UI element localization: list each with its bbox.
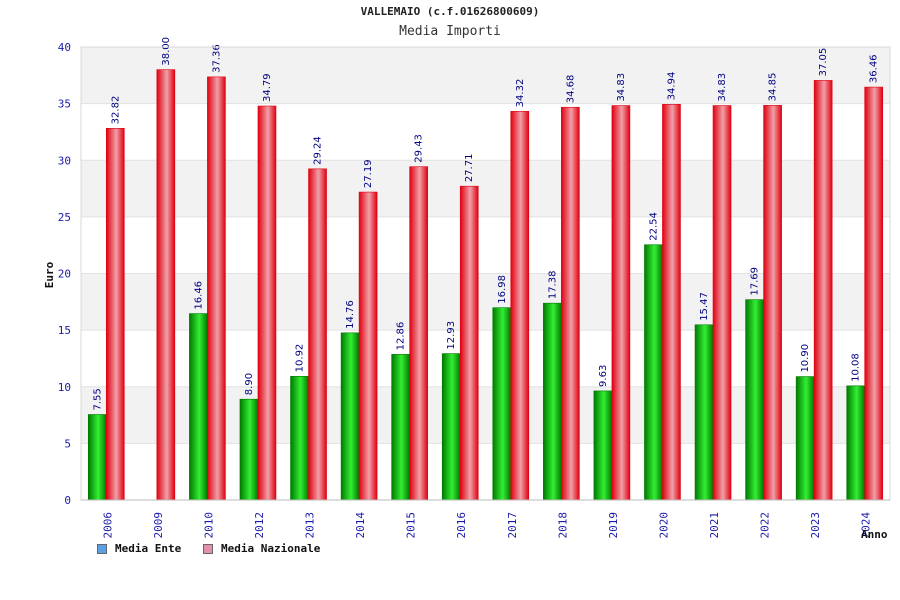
x-tick-label: 2018	[556, 512, 569, 539]
y-tick-label: 40	[58, 41, 71, 54]
data-label-ente: 12.93	[446, 321, 457, 350]
x-tick-label: 2006	[101, 512, 114, 539]
x-tick-label: 2010	[202, 512, 215, 539]
data-label-nazionale: 34.32	[515, 79, 526, 108]
bar-nazionale	[763, 105, 782, 501]
bar-nazionale	[459, 185, 479, 501]
bar-ente	[239, 398, 259, 501]
x-tick-label: 2023	[809, 512, 822, 539]
y-tick-label: 30	[58, 154, 71, 167]
chart-subtitle: Media Importi	[399, 24, 501, 39]
x-tick-label: 2021	[708, 512, 721, 539]
data-label-ente: 17.69	[750, 267, 761, 296]
bar-ente	[189, 313, 208, 501]
data-label-ente: 10.90	[800, 344, 811, 373]
x-tick-label: 2009	[152, 512, 165, 539]
bar-nazionale	[207, 76, 226, 501]
bar-ente	[694, 324, 714, 501]
data-label-nazionale: 27.19	[363, 159, 374, 188]
data-label-nazionale: 29.24	[313, 136, 324, 165]
x-tick-label: 2012	[253, 512, 266, 539]
x-tick-label: 2020	[657, 512, 670, 539]
bar-ente	[290, 376, 309, 501]
data-label-ente: 15.47	[699, 292, 710, 321]
bar-nazionale	[308, 168, 327, 501]
data-label-nazionale: 34.79	[262, 73, 273, 102]
data-label-ente: 16.46	[193, 281, 204, 310]
y-tick-label: 20	[58, 268, 71, 281]
bar-nazionale	[611, 105, 631, 501]
bar-ente	[846, 385, 866, 501]
y-tick-label: 5	[64, 437, 71, 450]
data-label-ente: 22.54	[648, 212, 659, 241]
data-label-nazionale: 36.46	[869, 54, 880, 83]
bar-ente	[87, 414, 107, 501]
x-tick-label: 2014	[354, 512, 367, 539]
bar-nazionale	[712, 105, 732, 501]
data-label-ente: 10.92	[295, 344, 306, 373]
data-label-nazionale: 34.85	[768, 73, 779, 102]
bar-ente	[543, 302, 562, 501]
bar-ente	[492, 307, 512, 501]
y-tick-label: 25	[58, 211, 71, 224]
bar-ente	[593, 390, 613, 501]
bar-ente	[391, 354, 410, 501]
data-label-ente: 14.76	[345, 300, 356, 329]
bar-nazionale	[864, 86, 884, 501]
x-tick-label: 2013	[304, 512, 317, 539]
legend-swatch-nazionale	[203, 543, 213, 554]
data-label-nazionale: 32.82	[110, 96, 121, 125]
x-tick-label: 2017	[506, 512, 519, 539]
legend-item-ente: Media Ente	[97, 542, 181, 555]
data-label-nazionale: 34.83	[717, 73, 728, 102]
bar-nazionale	[105, 128, 125, 501]
bar-nazionale	[257, 105, 277, 501]
data-label-ente: 12.86	[396, 322, 407, 351]
bar-nazionale	[358, 191, 378, 501]
chart-title: VALLEMAIO (c.f.01626800609)	[360, 5, 540, 18]
bar-nazionale	[156, 69, 176, 501]
bar-nazionale	[662, 104, 681, 501]
x-tick-label: 2022	[759, 512, 772, 539]
x-axis-title: Anno	[861, 528, 888, 541]
bar-ente	[644, 244, 663, 501]
bar-nazionale	[510, 111, 530, 501]
data-label-nazionale: 27.71	[464, 154, 475, 183]
bar-nazionale	[409, 166, 428, 501]
y-tick-label: 35	[58, 98, 71, 111]
data-label-ente: 10.08	[851, 353, 862, 382]
y-axis-title: Euro	[43, 261, 56, 288]
x-tick-label: 2024	[860, 512, 873, 539]
bar-ente	[795, 376, 815, 501]
data-label-ente: 9.63	[598, 365, 609, 387]
data-label-nazionale: 34.68	[565, 75, 576, 104]
bar-nazionale	[813, 80, 833, 501]
data-label-nazionale: 29.43	[414, 134, 425, 163]
x-tick-label: 2016	[455, 512, 468, 539]
data-label-nazionale: 34.83	[616, 73, 627, 102]
data-label-nazionale: 34.94	[666, 72, 677, 101]
data-label-ente: 8.90	[244, 373, 255, 395]
bar-nazionale	[561, 106, 580, 501]
legend-item-nazionale: Media Nazionale	[203, 542, 320, 555]
data-label-ente: 16.98	[497, 275, 508, 304]
data-label-nazionale: 37.05	[818, 48, 829, 77]
data-label-ente: 17.38	[547, 271, 558, 300]
bar-ente	[745, 299, 764, 501]
data-label-nazionale: 38.00	[161, 37, 172, 66]
data-label-nazionale: 37.36	[211, 44, 222, 73]
y-tick-label: 15	[58, 324, 71, 337]
y-tick-label: 10	[58, 381, 71, 394]
legend-label-ente: Media Ente	[115, 542, 182, 555]
x-tick-label: 2019	[607, 512, 620, 539]
legend-label-nazionale: Media Nazionale	[221, 542, 321, 555]
legend-swatch-ente	[97, 543, 107, 554]
data-label-ente: 7.55	[92, 388, 103, 410]
bar-ente	[340, 332, 360, 501]
y-tick-label: 0	[64, 494, 71, 507]
x-tick-label: 2015	[405, 512, 418, 539]
bar-ente	[441, 353, 461, 501]
